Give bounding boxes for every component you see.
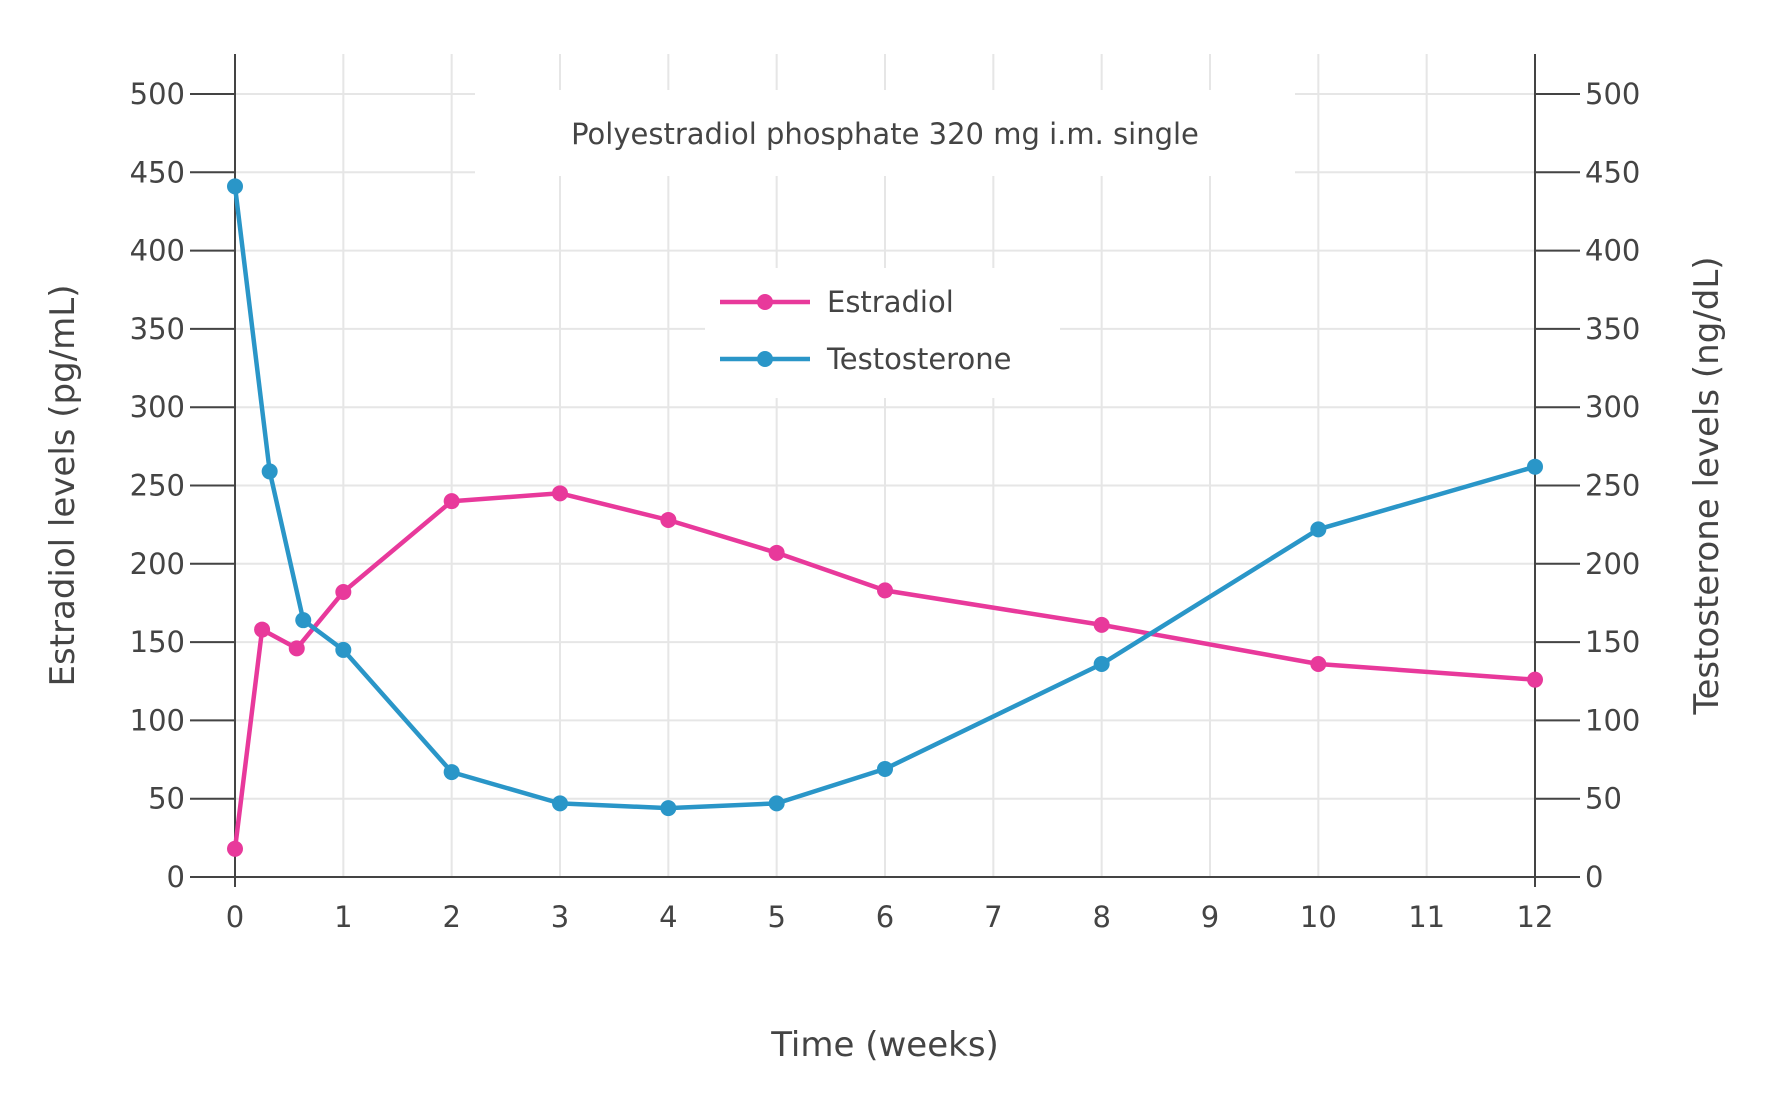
y-tick-label-left: 450 xyxy=(130,155,185,189)
grid xyxy=(190,54,1580,877)
data-point-estradiol xyxy=(768,544,785,561)
data-point-testosterone xyxy=(660,800,677,817)
legend-label: Estradiol xyxy=(827,285,954,319)
data-point-estradiol xyxy=(1310,656,1327,673)
x-axis-title: Time (weeks) xyxy=(770,1025,999,1065)
x-tick-label: 7 xyxy=(984,900,1002,934)
data-point-testosterone xyxy=(1310,521,1327,538)
data-point-testosterone xyxy=(261,463,278,480)
data-point-estradiol xyxy=(552,485,568,502)
y-tick-label-left: 200 xyxy=(130,547,185,581)
x-tick-label: 6 xyxy=(876,900,894,934)
series-estradiol xyxy=(227,485,1543,857)
legend-label: Testosterone xyxy=(826,342,1011,376)
y-tick-label-left: 400 xyxy=(130,234,185,268)
y-tick-label-right: 400 xyxy=(1585,234,1640,268)
x-tick-label: 11 xyxy=(1408,900,1445,934)
y-tick-label-right: 500 xyxy=(1585,77,1640,111)
data-point-estradiol xyxy=(335,583,352,600)
series-line-testosterone xyxy=(232,186,1536,811)
title-background xyxy=(475,90,1295,176)
y-tick-label-left: 150 xyxy=(130,625,185,659)
legend-background xyxy=(705,268,1060,398)
y-tick-label-left: 0 xyxy=(167,860,185,894)
data-point-testosterone xyxy=(443,764,460,781)
series xyxy=(227,178,1543,857)
data-point-testosterone xyxy=(877,760,893,777)
y-tick-label-left: 300 xyxy=(130,390,185,424)
legend-swatch-marker xyxy=(757,294,773,310)
data-point-estradiol xyxy=(288,640,305,657)
y-axis-right-title: Testosterone levels (ng/dL) xyxy=(1687,256,1727,715)
data-point-estradiol xyxy=(227,840,243,857)
legend-item-testosterone: Testosterone xyxy=(720,342,1011,376)
y-tick-label-left: 100 xyxy=(130,703,185,737)
x-tick-label: 5 xyxy=(767,900,785,934)
legend: Estradiol Testosterone xyxy=(705,268,1060,398)
data-point-testosterone xyxy=(295,612,312,629)
y-tick-label-right: 150 xyxy=(1585,625,1640,659)
y-tick-label-right: 450 xyxy=(1585,155,1640,189)
y-tick-label-left: 250 xyxy=(130,469,185,503)
y-tick-label-right: 200 xyxy=(1585,547,1640,581)
y-tick-label-right: 350 xyxy=(1585,312,1640,346)
x-tick-label: 12 xyxy=(1517,900,1554,934)
y-tick-label-right: 50 xyxy=(1585,782,1622,816)
legend-swatch-marker xyxy=(757,351,773,367)
x-tick-label: 0 xyxy=(226,900,244,934)
x-tick-label: 1 xyxy=(334,900,352,934)
data-point-estradiol xyxy=(1093,616,1110,633)
data-point-estradiol xyxy=(254,621,271,638)
data-point-estradiol xyxy=(443,493,460,510)
x-tick-label: 10 xyxy=(1300,900,1337,934)
x-tick-label: 9 xyxy=(1201,900,1219,934)
x-tick-label: 3 xyxy=(551,900,569,934)
x-tick-label: 2 xyxy=(442,900,460,934)
legend-item-estradiol: Estradiol xyxy=(720,285,954,319)
y-axis-left-title: Estradiol levels (pg/mL) xyxy=(43,284,83,686)
chart-title: Polyestradiol phosphate 320 mg i.m. sing… xyxy=(571,117,1199,151)
data-point-estradiol xyxy=(660,511,677,528)
x-tick-label: 8 xyxy=(1092,900,1110,934)
data-point-testosterone xyxy=(552,795,568,812)
data-point-estradiol xyxy=(877,582,893,599)
y-tick-label-left: 50 xyxy=(148,782,185,816)
series-testosterone xyxy=(227,178,1543,817)
y-tick-label-left: 500 xyxy=(130,77,185,111)
chart-title-annotation: Polyestradiol phosphate 320 mg i.m. sing… xyxy=(475,90,1295,176)
data-point-testosterone xyxy=(768,795,785,812)
data-point-testosterone xyxy=(335,641,352,658)
data-point-testosterone xyxy=(227,178,243,195)
data-point-testosterone xyxy=(1527,458,1543,475)
data-point-testosterone xyxy=(1093,656,1110,673)
y-tick-label-right: 0 xyxy=(1585,860,1603,894)
y-tick-label-right: 250 xyxy=(1585,469,1640,503)
data-point-estradiol xyxy=(1527,671,1543,688)
y-tick-label-left: 350 xyxy=(130,312,185,346)
y-tick-label-right: 100 xyxy=(1585,703,1640,737)
x-tick-label: 4 xyxy=(659,900,677,934)
y-tick-label-right: 300 xyxy=(1585,390,1640,424)
